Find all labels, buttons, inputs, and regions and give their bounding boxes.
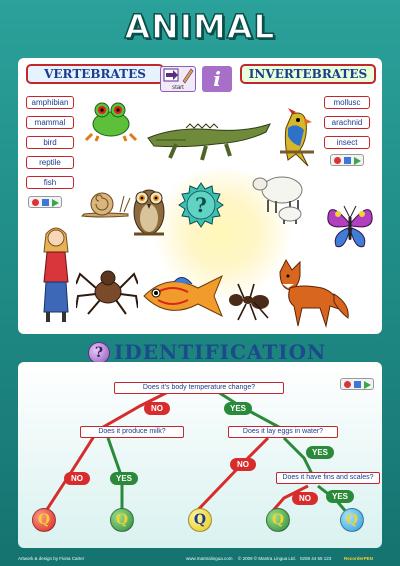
question-fins-and-scales[interactable]: Does it have fins and scales? <box>276 472 380 484</box>
vertebrates-heading[interactable]: VERTEBRATES <box>26 64 164 84</box>
no-badge: NO <box>292 492 318 505</box>
record-icon[interactable] <box>334 157 341 164</box>
answer-ball-5[interactable]: Q <box>340 508 364 532</box>
fox-icon[interactable] <box>272 258 350 328</box>
identification-panel: Does it's body temperature change? NO YE… <box>18 362 382 548</box>
snail-icon[interactable] <box>80 188 132 218</box>
question-eggs-in-water[interactable]: Does it lay eggs in water? <box>228 426 338 438</box>
stop-icon[interactable] <box>42 199 49 206</box>
record-icon[interactable] <box>344 381 351 388</box>
play-icon[interactable] <box>52 199 59 207</box>
tag-bird[interactable]: bird <box>26 136 74 149</box>
play-icon[interactable] <box>354 157 361 165</box>
footer-phone: 0208 44 55 123 <box>300 556 332 561</box>
identification-question-icon[interactable]: ? <box>88 342 110 364</box>
crocodile-icon[interactable] <box>146 118 272 162</box>
tag-mollusc[interactable]: mollusc <box>324 96 370 109</box>
yes-badge: YES <box>224 402 252 415</box>
answer-ball-4[interactable]: Q <box>266 508 290 532</box>
tag-reptile[interactable]: reptile <box>26 156 74 169</box>
spider-icon[interactable] <box>76 264 138 316</box>
record-icon[interactable] <box>32 199 39 206</box>
no-badge: NO <box>144 402 170 415</box>
footer-brand: RecorderPEN <box>344 556 374 561</box>
question-produce-milk[interactable]: Does it produce milk? <box>80 426 184 438</box>
identification-title: IDENTIFICATION <box>114 340 327 364</box>
stop-icon[interactable] <box>354 381 361 388</box>
footer: Artwork & design by Fiona Carter www.man… <box>18 556 382 564</box>
question-badge-icon[interactable]: ? <box>178 182 224 228</box>
stop-icon[interactable] <box>344 157 351 164</box>
categories-panel: VERTEBRATES INVERTEBRATES start i amphib… <box>18 58 382 334</box>
ant-icon[interactable] <box>224 278 272 322</box>
info-button[interactable]: i <box>202 66 232 92</box>
invertebrate-recorder-controls[interactable] <box>330 154 364 166</box>
tag-mammal[interactable]: mammal <box>26 116 74 129</box>
sheep-icon[interactable] <box>250 170 314 224</box>
yes-badge: YES <box>326 490 354 503</box>
start-button[interactable]: start <box>160 66 196 92</box>
yes-badge: YES <box>110 472 138 485</box>
frog-icon[interactable] <box>84 94 138 142</box>
girl-icon[interactable] <box>38 222 74 326</box>
vertebrate-recorder-controls[interactable] <box>28 196 62 208</box>
footer-copyright: © 2009 © Mantra Lingua Ltd. <box>238 556 296 561</box>
start-label: start <box>172 85 184 91</box>
tag-fish[interactable]: fish <box>26 176 74 189</box>
question-body-temperature[interactable]: Does it's body temperature change? <box>114 382 284 394</box>
tag-insect[interactable]: insect <box>324 136 370 149</box>
center-question-mark: ? <box>195 193 207 217</box>
start-arrow-icon <box>163 68 194 84</box>
parrot-icon[interactable] <box>274 108 320 168</box>
footer-site[interactable]: www.mantralingua.com <box>186 556 233 561</box>
tag-arachnid[interactable]: arachnid <box>324 116 370 129</box>
identification-recorder-controls[interactable] <box>340 378 374 390</box>
footer-credit: Artwork & design by Fiona Carter <box>18 556 85 561</box>
owl-icon[interactable] <box>128 178 170 238</box>
answer-ball-3[interactable]: Q <box>188 508 212 532</box>
yes-badge: YES <box>306 446 334 459</box>
play-icon[interactable] <box>364 381 371 389</box>
page-title: ANIMAL CATEGORIES <box>79 6 321 93</box>
invertebrates-heading[interactable]: INVERTEBRATES <box>240 64 376 84</box>
answer-ball-1[interactable]: Q <box>32 508 56 532</box>
butterfly-icon[interactable] <box>324 194 376 254</box>
no-badge: NO <box>230 458 256 471</box>
answer-ball-2[interactable]: Q <box>110 508 134 532</box>
tag-amphibian[interactable]: amphibian <box>26 96 74 109</box>
no-badge: NO <box>64 472 90 485</box>
fish-icon[interactable] <box>138 268 224 324</box>
